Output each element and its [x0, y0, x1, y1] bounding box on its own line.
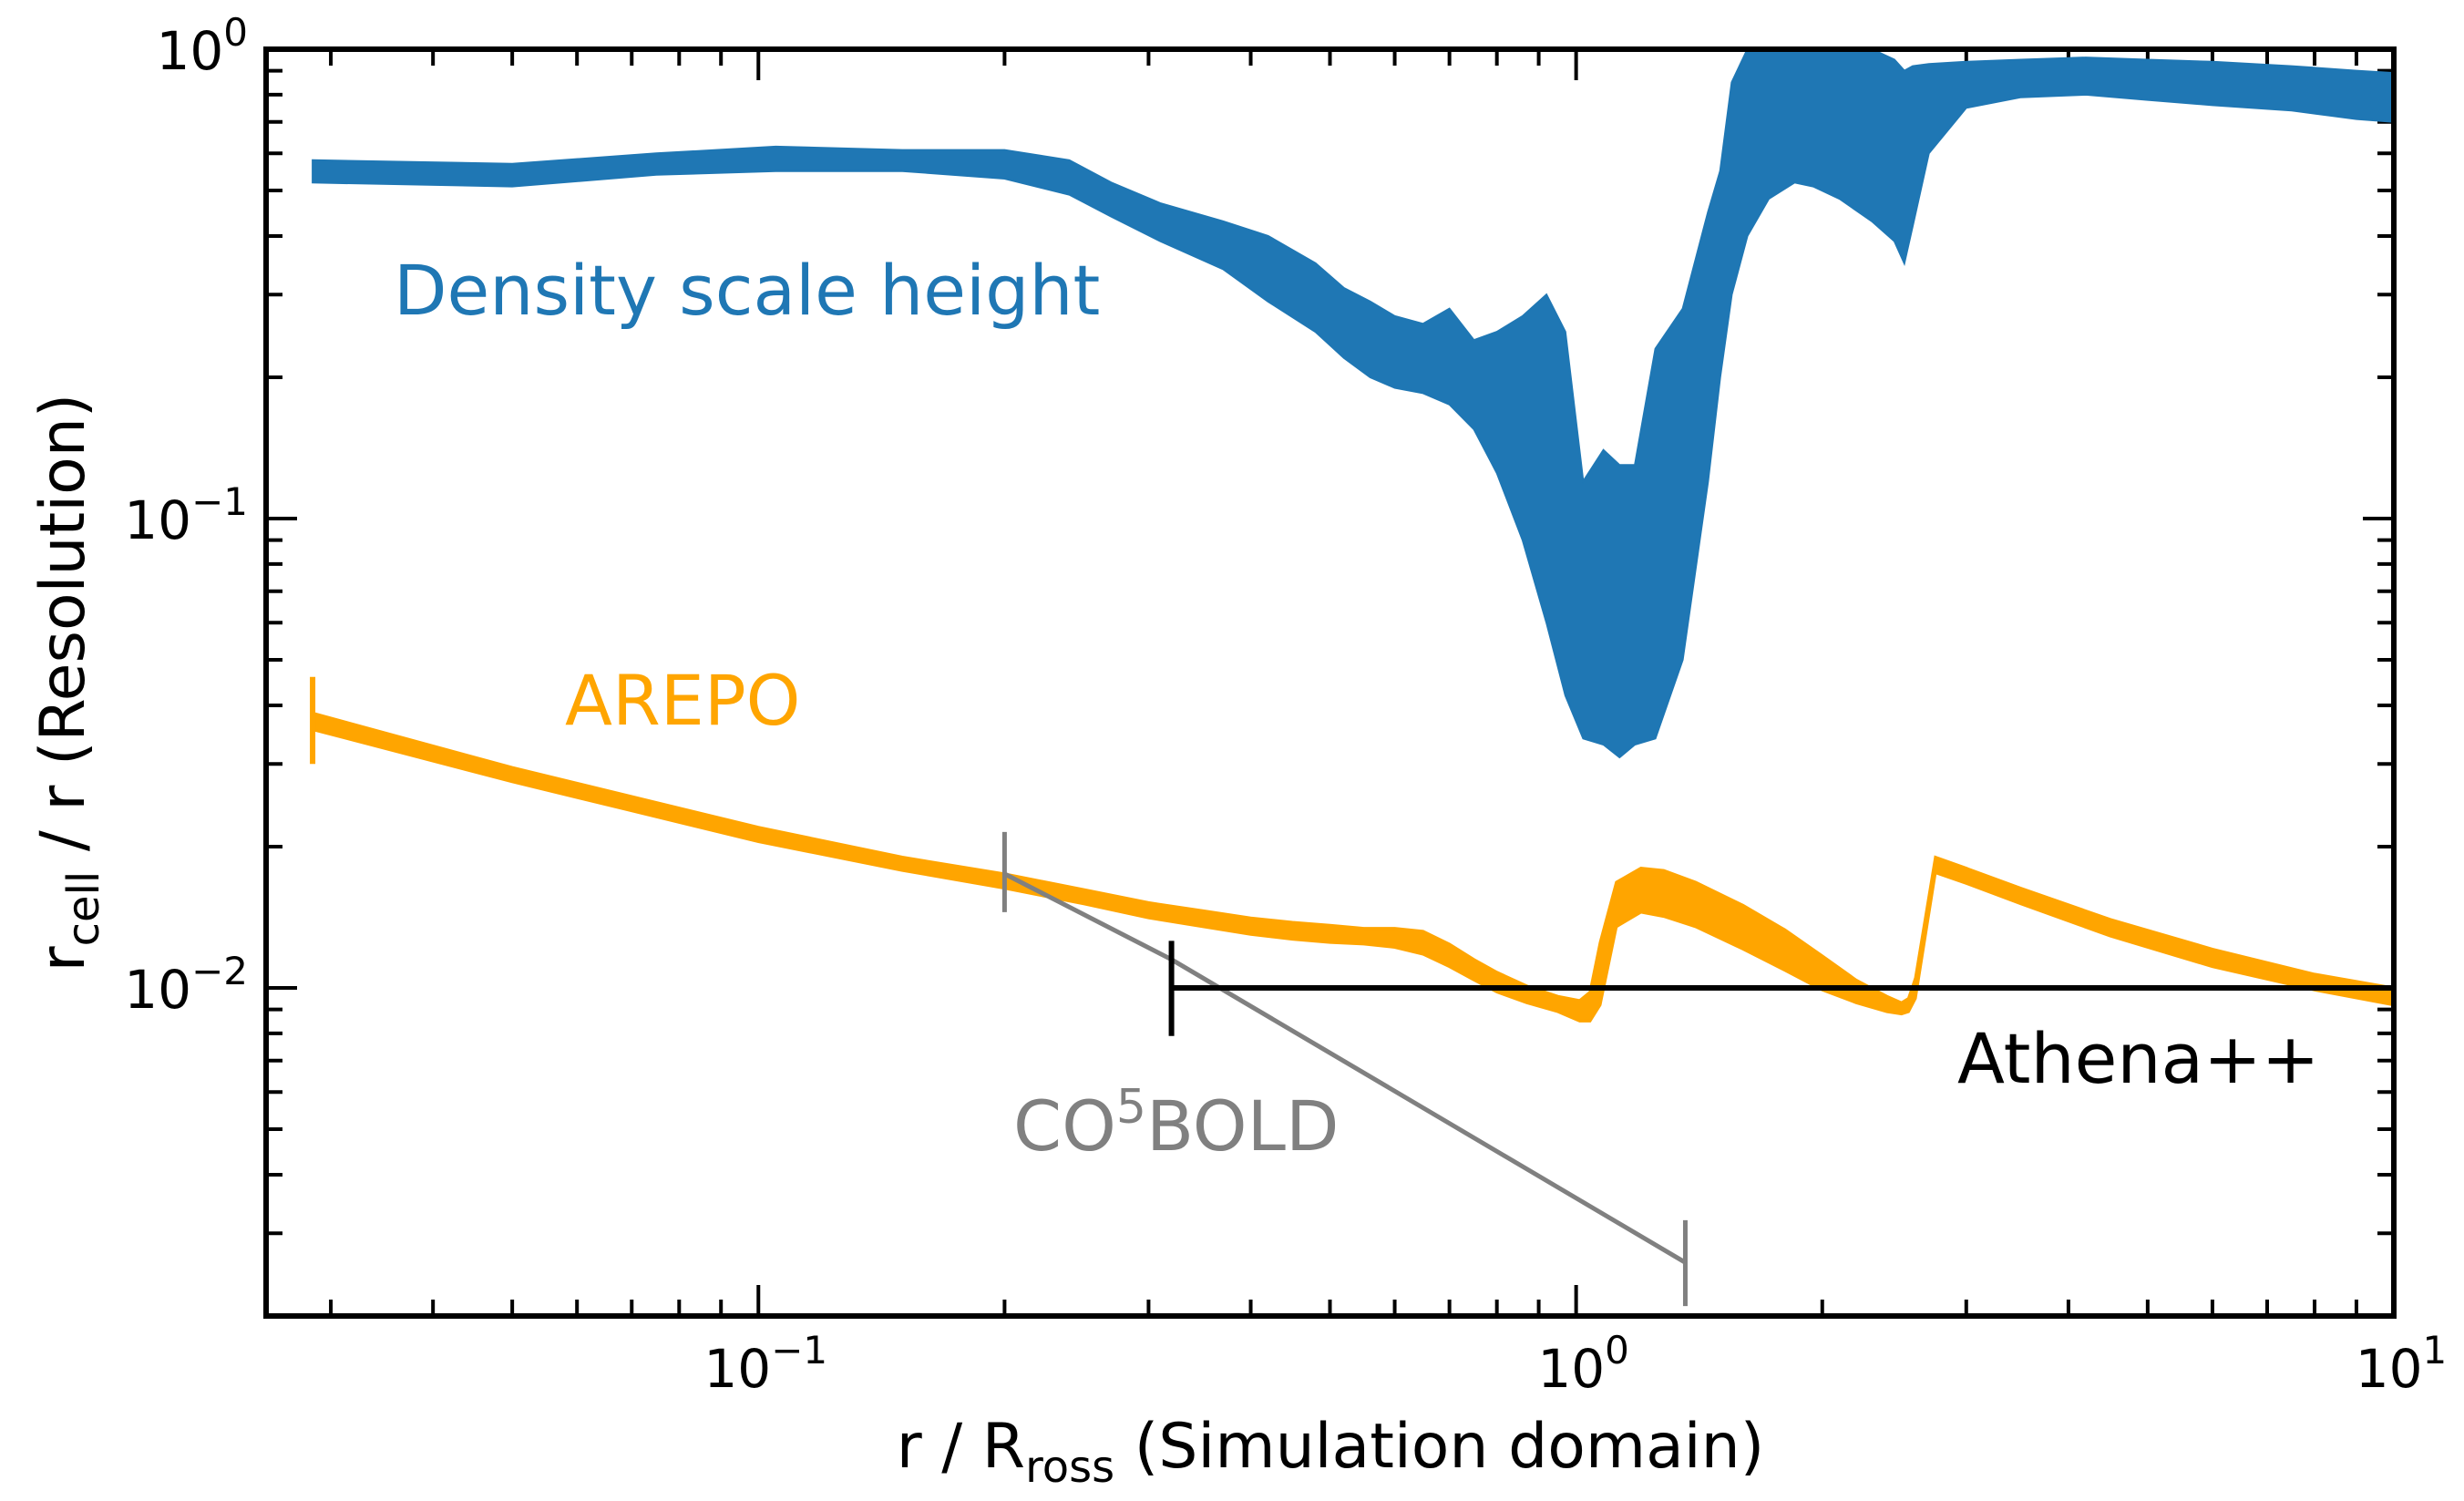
plot-frame — [263, 46, 2397, 1319]
x-tick-label: 100 — [1537, 1328, 1629, 1400]
y-tick-label-base: 10 — [124, 959, 191, 1021]
y-axis-label-sub: cell — [58, 871, 109, 947]
y-tick-label-exp: 0 — [223, 10, 248, 55]
arepo-label: AREPO — [565, 660, 800, 741]
x-tick-label-base: 10 — [2356, 1338, 2423, 1400]
series-layer — [310, 49, 2394, 1307]
y-axis-label-rest: / r (Resolution) — [27, 394, 99, 871]
co5bold-label: CO5BOLD — [1013, 1080, 1339, 1167]
x-tick-label: 10−1 — [703, 1328, 827, 1400]
y-tick-label-base: 10 — [156, 20, 223, 82]
x-tick-label: 101 — [2356, 1328, 2448, 1400]
x-axis-label-sub: ross — [1025, 1442, 1114, 1493]
y-tick-label-exp: −1 — [191, 479, 248, 524]
x-axis-label: r / Rross (Simulation domain) — [897, 1411, 1765, 1493]
y-tick-label: 10−2 — [124, 949, 248, 1021]
x-tick-label-exp: −1 — [771, 1328, 827, 1372]
arepo-band — [311, 711, 2394, 1023]
y-axis-label: rcell / r (Resolution) — [27, 394, 109, 972]
density-scale-height-label: Density scale height — [394, 250, 1100, 331]
athena-label: Athena++ — [1957, 1018, 2319, 1099]
x-tick-label-exp: 1 — [2423, 1328, 2448, 1372]
x-tick-label-exp: 0 — [1605, 1328, 1629, 1372]
y-tick-label: 10−1 — [124, 479, 248, 551]
co5bold-label-rest: BOLD — [1146, 1085, 1340, 1167]
x-axis-label-main: r / R — [897, 1411, 1025, 1483]
y-tick-label-exp: −2 — [191, 949, 248, 993]
y-tick-label: 100 — [156, 10, 248, 82]
density-scale-height-band — [312, 49, 2394, 759]
x-axis-label-rest: (Simulation domain) — [1114, 1411, 1764, 1483]
x-tick-label-base: 10 — [703, 1338, 771, 1400]
y-tick-label-base: 10 — [124, 489, 191, 551]
y-axis-label-main: r — [27, 946, 99, 972]
x-tick-label-base: 10 — [1537, 1338, 1605, 1400]
co5bold-label-base: CO — [1013, 1085, 1116, 1167]
co5bold-label-sup: 5 — [1116, 1080, 1146, 1135]
